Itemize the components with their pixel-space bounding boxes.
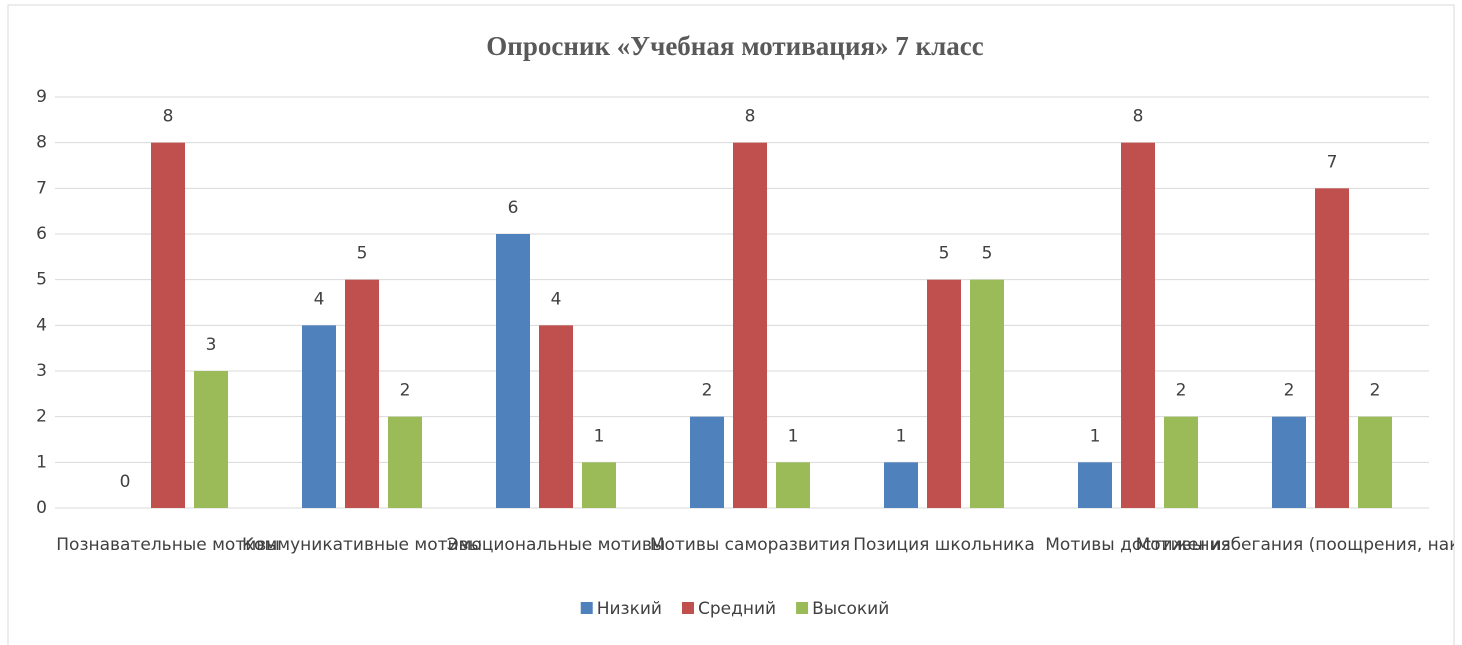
bar — [1358, 416, 1392, 508]
x-tick-label: Эмоциональные мотивы — [447, 535, 666, 555]
bar — [1315, 188, 1349, 509]
value-label: 5 — [982, 244, 993, 264]
bar — [539, 325, 573, 508]
y-tick-label: 7 — [36, 178, 47, 198]
value-label: 7 — [1327, 152, 1338, 172]
x-tick-label: Познавательные мотивы — [56, 535, 279, 555]
bar — [302, 325, 336, 508]
x-tick-label: Позиция школьника — [853, 535, 1034, 555]
value-label: 2 — [702, 381, 713, 401]
value-label: 8 — [745, 107, 756, 127]
legend: Низкий Средний Высокий — [580, 599, 889, 619]
x-tick-label: Мотивы достижения — [1045, 535, 1230, 555]
x-tick-label: Коммуникативные мотивы — [242, 535, 482, 555]
bar — [582, 462, 616, 508]
bar — [970, 279, 1004, 508]
bar — [388, 416, 422, 508]
bar — [1164, 416, 1198, 508]
value-label: 2 — [1284, 381, 1295, 401]
legend-swatch — [681, 602, 694, 614]
bar — [151, 142, 185, 508]
bar — [1272, 416, 1306, 508]
y-tick-label: 0 — [36, 498, 47, 518]
bar — [1078, 462, 1112, 508]
legend-label: Средний — [698, 599, 776, 619]
value-label: 8 — [1133, 107, 1144, 127]
y-tick-label: 9 — [36, 87, 47, 107]
y-tick-label: 4 — [36, 315, 47, 335]
value-label: 3 — [206, 335, 217, 355]
value-label: 2 — [1176, 381, 1187, 401]
legend-label: Высокий — [812, 599, 889, 619]
legend-swatch — [796, 602, 809, 614]
y-tick-label: 3 — [36, 361, 47, 381]
value-label: 5 — [357, 244, 368, 264]
bar — [345, 279, 379, 508]
value-label: 8 — [163, 107, 174, 127]
bar — [733, 142, 767, 508]
y-tick-label: 2 — [36, 407, 47, 427]
value-label: 1 — [1090, 426, 1101, 446]
y-tick-label: 1 — [36, 452, 47, 472]
bar — [776, 462, 810, 508]
y-tick-label: 5 — [36, 270, 47, 290]
value-label: 2 — [1370, 381, 1381, 401]
value-label: 4 — [314, 289, 325, 309]
legend-swatch — [580, 602, 593, 614]
chart-title: Опросник «Учебная мотивация» 7 класс — [486, 31, 983, 61]
bar — [1121, 142, 1155, 508]
bar — [194, 371, 228, 508]
value-label: 1 — [896, 426, 907, 446]
value-label: 0 — [120, 472, 131, 492]
bar — [927, 279, 961, 508]
legend-label: Низкий — [597, 599, 662, 619]
value-label: 2 — [400, 381, 411, 401]
plot: 0 1 2 3 4 5 6 7 8 9 Познавательные мотивы 0 8 3 Коммун… — [36, 87, 1462, 555]
value-label: 4 — [551, 289, 562, 309]
y-tick-label: 8 — [36, 133, 47, 153]
value-label: 5 — [939, 244, 950, 264]
x-tick-label: Мотивы саморазвития — [650, 535, 850, 555]
bar — [884, 462, 918, 508]
bar — [496, 234, 530, 508]
value-label: 6 — [508, 198, 519, 218]
value-label: 1 — [788, 426, 799, 446]
value-label: 1 — [594, 426, 605, 446]
bar — [690, 416, 724, 508]
x-tick-label: Мотивы избегания (поощрения, наказания) — [1136, 535, 1462, 555]
y-tick-label: 6 — [36, 224, 47, 244]
